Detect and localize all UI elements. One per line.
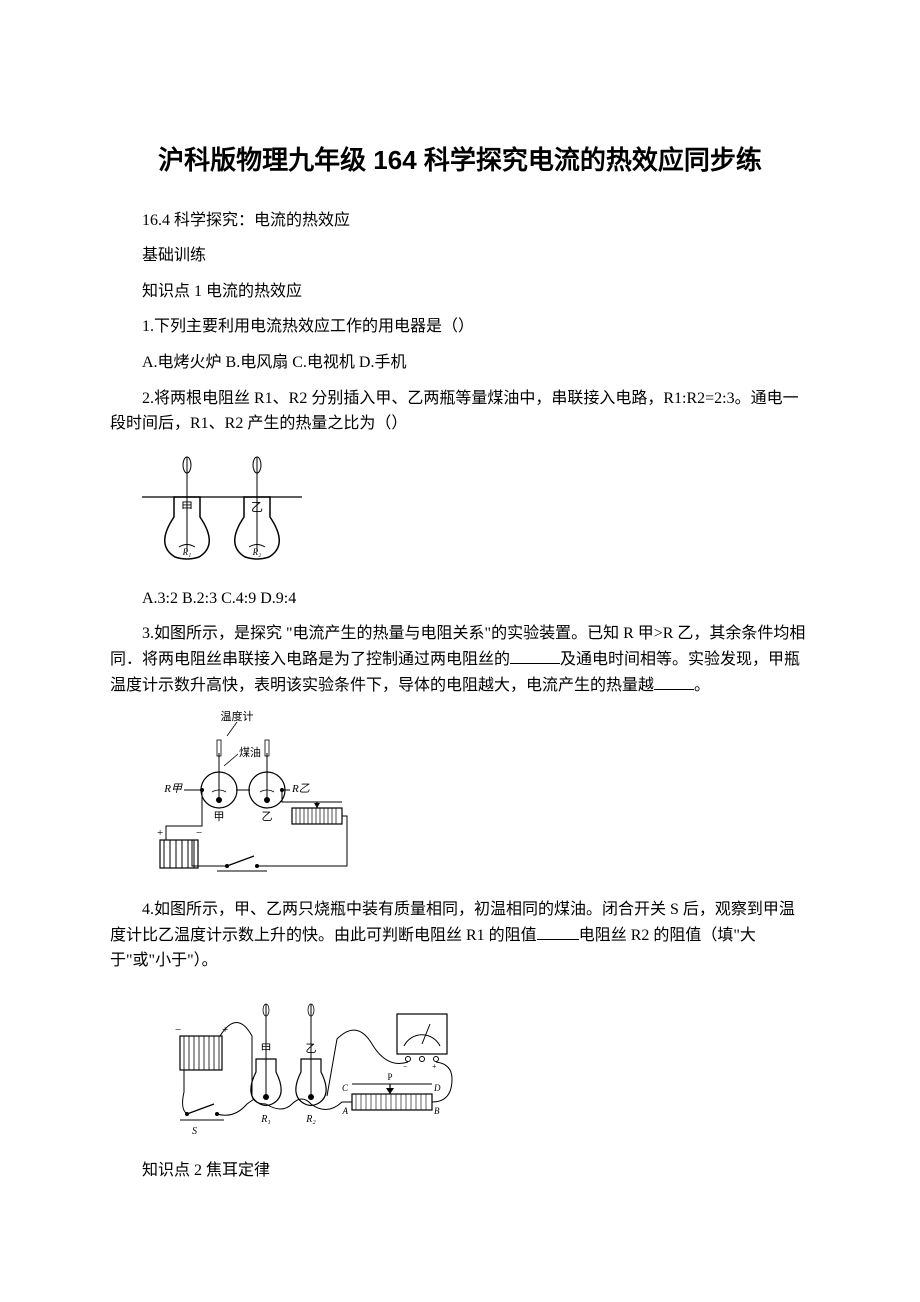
svg-text:+: + xyxy=(222,1024,228,1036)
q3-stem: 3.如图所示，是探究 "电流产生的热量与电阻关系"的实验装置。已知 R 甲>R … xyxy=(110,621,810,698)
slider-p-label: P xyxy=(387,1072,392,1082)
q4-blank xyxy=(537,924,579,940)
figure-q2: 甲 R₁ 乙 R₂ xyxy=(110,447,810,572)
doc-title: 沪科版物理九年级 164 科学探究电流的热效应同步练 xyxy=(110,140,810,182)
switch-q4: S xyxy=(180,1104,224,1137)
flask-jia-label: 甲 xyxy=(181,500,193,514)
q4-r1-label: R₁ xyxy=(260,1114,271,1125)
svg-text:−: − xyxy=(175,1024,181,1036)
flask-jia: 甲 R₁ xyxy=(165,457,210,559)
flask-yi-q4: 乙 R₂ xyxy=(296,1004,326,1125)
switch-icon xyxy=(217,856,267,871)
terminal-b-label: B xyxy=(434,1106,440,1116)
oil-label: 煤油 xyxy=(239,745,261,759)
q4-jia-label: 甲 xyxy=(261,1043,272,1055)
two-flask-ammeter-circuit: − + 甲 R₁ 乙 R₂ − + xyxy=(142,984,472,1144)
terminal-a-label: A xyxy=(342,1106,349,1116)
svg-text:+: + xyxy=(432,1062,437,1071)
r-yi-label: R乙 xyxy=(291,783,310,795)
heat-resistance-circuit: 温度计 煤油 甲 乙 R甲 R乙 xyxy=(142,708,352,883)
flask-jia-q4: 甲 R₁ xyxy=(251,1004,281,1125)
battery-icon: + − xyxy=(157,827,202,868)
rheostat-icon xyxy=(292,802,342,824)
flask-jia-q3: 甲 xyxy=(201,740,237,823)
wires-q4 xyxy=(183,1022,452,1115)
figure-q3: 温度计 煤油 甲 乙 R甲 R乙 xyxy=(142,708,810,883)
thermometer-label: 温度计 xyxy=(221,709,254,723)
r2-label: R₂ xyxy=(252,547,262,557)
knowledge-point-2: 知识点 2 焦耳定律 xyxy=(110,1158,810,1184)
q4-r2-label: R₂ xyxy=(305,1114,316,1125)
q3-blank-1 xyxy=(510,648,560,664)
terminal-d-label: D xyxy=(433,1083,441,1093)
flask-yi-label: 乙 xyxy=(251,500,263,514)
terminal-c-label: C xyxy=(342,1083,349,1093)
rheostat-q4: P C D A B xyxy=(342,1072,442,1116)
flask-yi: 乙 R₂ xyxy=(235,457,280,559)
q1-options: A.电烤火炉 B.电风扇 C.电视机 D.手机 xyxy=(110,350,810,376)
q2-options: A.3:2 B.2:3 C.4:9 D.9:4 xyxy=(110,586,810,612)
q3-end: 。 xyxy=(694,677,710,694)
q1-stem: 1.下列主要利用电流热效应工作的用电器是（） xyxy=(110,314,810,340)
flasks-series-diagram: 甲 R₁ 乙 R₂ xyxy=(142,447,302,572)
switch-s-label: S xyxy=(192,1126,197,1137)
knowledge-point-1: 知识点 1 电流的热效应 xyxy=(110,279,810,305)
q3-blank-2 xyxy=(654,674,694,690)
yi-label-q3: 乙 xyxy=(262,810,273,823)
r-jia-label: R甲 xyxy=(163,783,183,795)
q4-yi-label: 乙 xyxy=(306,1042,317,1055)
section-basics: 基础训练 xyxy=(110,243,810,269)
subtitle: 16.4 科学探究：电流的热效应 xyxy=(110,208,810,234)
q4-stem: 4.如图所示，甲、乙两只烧瓶中装有质量相同，初温相同的煤油。闭合开关 S 后，观… xyxy=(110,897,810,974)
jia-label-q3: 甲 xyxy=(214,811,225,823)
svg-text:−: − xyxy=(196,827,202,839)
figure-q4: − + 甲 R₁ 乙 R₂ − + xyxy=(142,984,810,1144)
battery-q4: − + xyxy=(175,1024,228,1070)
wires-q3 xyxy=(166,790,347,866)
svg-text:+: + xyxy=(157,827,163,839)
q2-stem: 2.将两根电阻丝 R1、R2 分别插入甲、乙两瓶等量煤油中，串联接入电路，R1:… xyxy=(110,386,810,437)
r1-label: R₁ xyxy=(182,547,192,557)
